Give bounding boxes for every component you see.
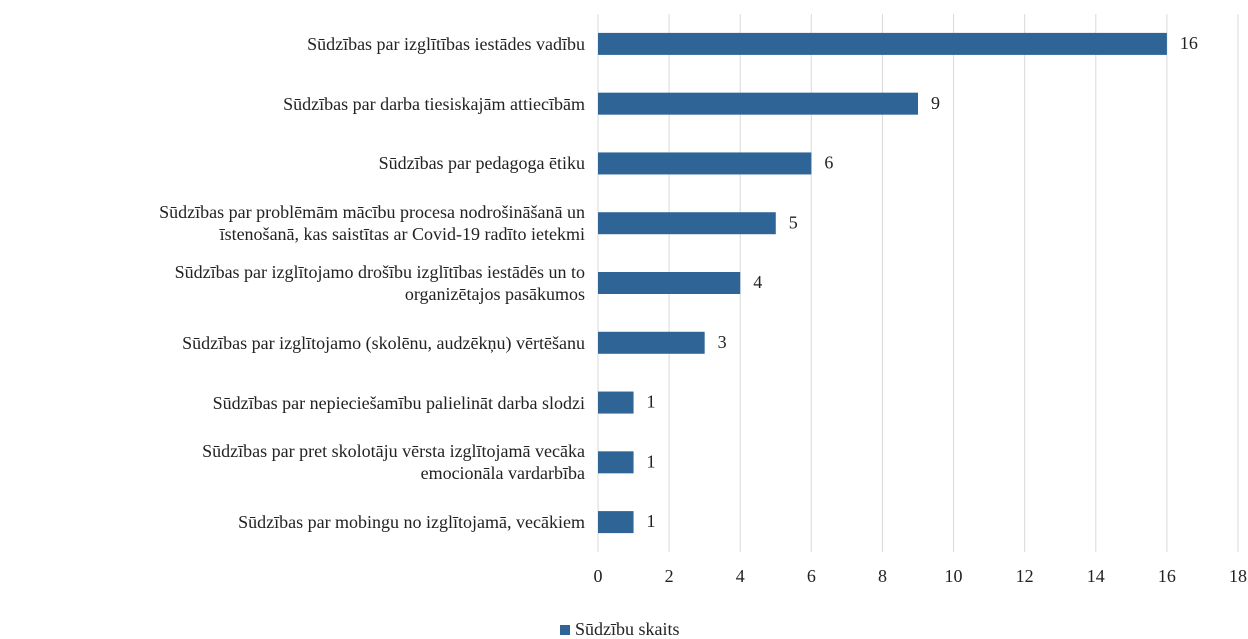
data-label: 4: [753, 272, 762, 292]
x-tick-label: 18: [1229, 566, 1247, 586]
y-tick-label: Sūdzības par darba tiesiskajām attiecībā…: [283, 93, 585, 114]
y-tick-label: Sūdzības par pret skolotāju vērsta izglī…: [202, 441, 585, 484]
bar: [598, 152, 812, 175]
x-tick-label: 6: [807, 566, 816, 586]
y-tick-label: Sūdzības par izglītojamo (skolēnu, audzē…: [182, 332, 585, 353]
data-label: 3: [718, 332, 727, 352]
y-tick-label: Sūdzības par izglītības iestādes vadību: [307, 33, 585, 54]
y-tick-label: Sūdzības par pedagoga ētiku: [378, 153, 585, 174]
bar: [598, 391, 634, 414]
bar: [598, 331, 705, 354]
data-label: 16: [1180, 33, 1198, 53]
y-tick-label: Sūdzības par nepieciešamību palielināt d…: [212, 392, 585, 413]
data-label: 1: [647, 392, 656, 412]
x-tick-label: 4: [736, 566, 745, 586]
data-label: 1: [647, 451, 656, 471]
legend-label: Sūdzību skaits: [575, 619, 680, 639]
data-label: 5: [789, 212, 798, 232]
bar: [598, 92, 918, 115]
x-tick-label: 0: [594, 566, 603, 586]
y-tick-label: Sūdzības par mobingu no izglītojamā, vec…: [238, 512, 585, 533]
x-tick-label: 12: [1016, 566, 1034, 586]
x-tick-label: 2: [665, 566, 674, 586]
legend-swatch: [560, 625, 570, 635]
x-tick-label: 16: [1158, 566, 1176, 586]
y-tick-label: Sūdzības par izglītojamo drošību izglītī…: [174, 262, 585, 304]
bar: [598, 511, 634, 534]
bar: [598, 451, 634, 474]
bar: [598, 272, 741, 294]
x-tick-label: 14: [1087, 566, 1105, 586]
data-label: 9: [931, 93, 940, 113]
x-tick-label: 8: [878, 566, 887, 586]
bar: [598, 32, 1167, 55]
y-tick-label: Sūdzības par problēmām mācību procesa no…: [159, 202, 585, 245]
data-label: 1: [647, 511, 656, 531]
data-label: 6: [824, 153, 833, 173]
bar: [598, 212, 776, 235]
x-tick-label: 10: [945, 566, 963, 586]
